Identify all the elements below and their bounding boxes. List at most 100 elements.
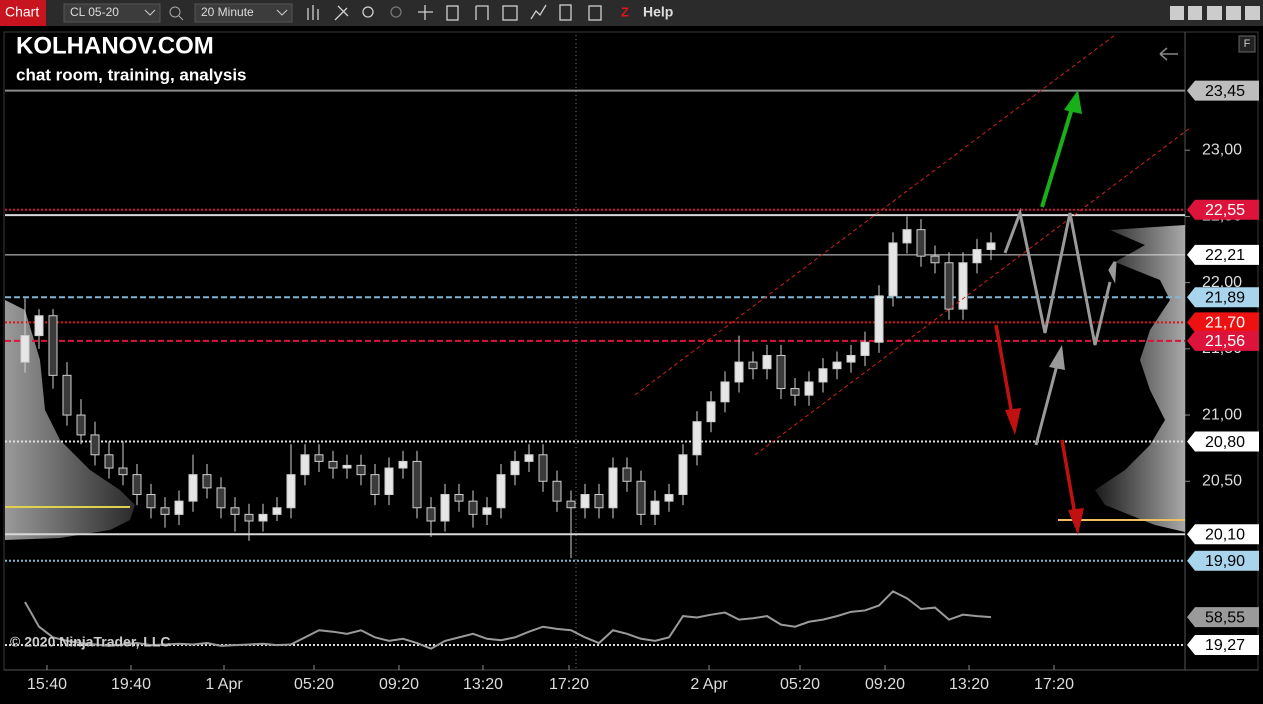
y-tick-label: 23,00	[1202, 141, 1242, 158]
x-tick-label: 13:20	[949, 676, 989, 693]
candle-body	[692, 421, 702, 456]
price-label-box	[1187, 524, 1259, 545]
y-tick-label: 21,00	[1202, 406, 1242, 423]
candle-body	[174, 500, 184, 515]
search-icon-handle	[178, 15, 184, 21]
chart-tab[interactable]	[0, 0, 46, 26]
instrument-select[interactable]	[63, 3, 161, 23]
window-button[interactable]	[1188, 6, 1202, 20]
candle-body	[538, 454, 548, 482]
price-label-box	[1187, 634, 1259, 655]
data-box-icon[interactable]	[559, 4, 572, 21]
search-icon[interactable]	[169, 6, 181, 18]
f-button[interactable]	[1238, 35, 1256, 53]
price-label-box	[1187, 287, 1259, 308]
arrow-head	[1064, 90, 1082, 114]
draw-icon[interactable]	[334, 5, 349, 21]
candle-body	[188, 474, 198, 502]
candle-body	[524, 454, 534, 462]
price-label: 22,55	[1205, 202, 1245, 219]
candle-body	[860, 341, 870, 356]
candle-body	[48, 315, 58, 376]
candle-body	[958, 262, 968, 310]
chart-subtitle: chat room, training, analysis	[16, 65, 247, 84]
candle-body	[342, 464, 352, 469]
arrow-head	[1108, 261, 1117, 284]
template-icon[interactable]	[475, 5, 489, 20]
strategy-icon[interactable]	[530, 4, 547, 20]
x-tick-label: 05:20	[780, 676, 820, 693]
candle-body	[34, 315, 44, 337]
candle-body	[986, 242, 996, 251]
price-label-box	[1187, 199, 1259, 220]
back-arrow[interactable]	[1159, 47, 1178, 61]
indicators-icon[interactable]	[502, 5, 518, 21]
x-tick-label: 1 Apr	[205, 676, 243, 693]
candle-body	[636, 480, 646, 515]
zoom-in-icon[interactable]	[362, 6, 374, 18]
window-button[interactable]	[1170, 6, 1184, 20]
price-label: 21,70	[1205, 315, 1245, 332]
candle-body	[930, 255, 940, 264]
candle-body	[720, 381, 730, 403]
annotations	[634, 34, 1191, 535]
toolbar-icons	[307, 4, 602, 21]
candle-body	[160, 507, 170, 515]
price-label: 20,80	[1205, 434, 1245, 451]
price-label-box	[1187, 244, 1259, 265]
candle-body	[496, 474, 506, 509]
x-tick-label: 2 Apr	[690, 676, 728, 693]
price-label-box	[1187, 431, 1259, 452]
price-label-box	[1187, 330, 1259, 351]
z-icon[interactable]: Z	[621, 4, 629, 19]
minimize-button[interactable]	[1207, 6, 1222, 20]
interval-select[interactable]	[194, 3, 293, 23]
f-button-label: F	[1244, 38, 1251, 50]
price-label: 21,56	[1205, 333, 1245, 350]
candle-body	[552, 480, 562, 502]
candle-body	[664, 494, 674, 502]
candle-body	[790, 388, 800, 396]
candle-body	[622, 467, 632, 482]
maximize-button[interactable]	[1226, 6, 1241, 20]
candle-body	[454, 494, 464, 502]
help-label[interactable]: Help	[643, 4, 673, 20]
properties-icon[interactable]	[446, 5, 459, 21]
candle-body	[426, 507, 436, 522]
candle-body	[62, 374, 72, 416]
candle-body	[734, 361, 744, 383]
candle-body	[258, 513, 268, 522]
chart-area	[3, 31, 1259, 671]
close-button[interactable]	[1245, 6, 1260, 20]
bars-icon[interactable]	[307, 5, 319, 20]
price-label: 19,90	[1205, 553, 1245, 570]
price-label: 20,10	[1205, 526, 1245, 543]
price-label: 22,21	[1205, 247, 1245, 264]
candle-body	[888, 242, 898, 297]
candle-body	[776, 354, 786, 390]
copyright: © 2020 NinjaTrader, LLC	[10, 634, 171, 650]
x-tick-label: 17:20	[549, 676, 589, 693]
arrow-head	[1005, 408, 1021, 435]
candle-body	[678, 454, 688, 496]
x-tick-label: 17:20	[1034, 676, 1074, 693]
windows-icon[interactable]	[588, 5, 602, 21]
x-tick-label: 09:20	[865, 676, 905, 693]
candle-body	[384, 467, 394, 496]
y-tick-label: 20,50	[1202, 472, 1242, 489]
zoom-out-icon[interactable]	[390, 6, 402, 18]
candle-body	[818, 368, 828, 383]
price-label: 23,45	[1205, 83, 1245, 100]
toolbar	[0, 0, 1263, 26]
y-tick-label: 22,00	[1202, 274, 1242, 291]
instrument-label: CL 05-20	[70, 5, 119, 19]
x-tick-label: 15:40	[27, 676, 67, 693]
candle-body	[972, 249, 982, 264]
crosshair-icon[interactable]	[418, 5, 433, 20]
price-label-box	[1187, 550, 1259, 571]
candle-body	[356, 464, 366, 476]
x-tick-label: 05:20	[294, 676, 334, 693]
candle-body	[566, 500, 576, 509]
